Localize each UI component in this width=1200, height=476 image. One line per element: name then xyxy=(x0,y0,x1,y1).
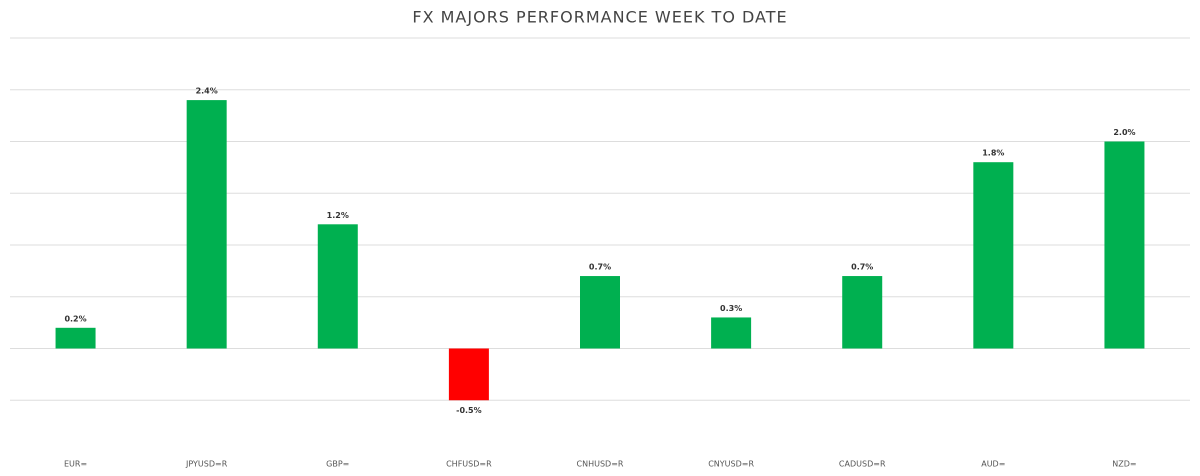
bar xyxy=(317,224,358,349)
value-label: 1.2% xyxy=(327,211,349,220)
bar xyxy=(1104,141,1145,349)
value-label: 2.4% xyxy=(196,87,218,96)
value-label: 0.3% xyxy=(720,304,742,313)
x-tick-label: CADUSD=R xyxy=(839,460,886,469)
value-label: 1.8% xyxy=(982,149,1004,158)
bar xyxy=(580,276,620,349)
value-label: 0.2% xyxy=(64,314,86,323)
bar xyxy=(973,162,1014,349)
x-tick-label: CNYUSD=R xyxy=(708,460,754,469)
x-tick-label: AUD= xyxy=(981,460,1005,469)
x-tick-label: CNHUSD=R xyxy=(577,460,624,469)
value-label: 2.0% xyxy=(1113,128,1135,137)
chart-title: FX MAJORS PERFORMANCE WEEK TO DATE xyxy=(412,8,787,27)
bar xyxy=(55,327,96,349)
x-tick-label: EUR= xyxy=(64,460,87,469)
x-tick-label: NZD= xyxy=(1112,460,1136,469)
x-tick-label: GBP= xyxy=(326,460,349,469)
value-label: 0.7% xyxy=(851,263,873,272)
value-label: -0.5% xyxy=(456,406,482,415)
bar xyxy=(186,100,227,349)
value-label: 0.7% xyxy=(589,263,611,272)
bar xyxy=(448,348,489,401)
bar xyxy=(842,276,883,349)
x-tick-label: JPYUSD=R xyxy=(185,460,228,469)
bar xyxy=(711,317,752,349)
x-tick-label: CHFUSD=R xyxy=(446,460,492,469)
